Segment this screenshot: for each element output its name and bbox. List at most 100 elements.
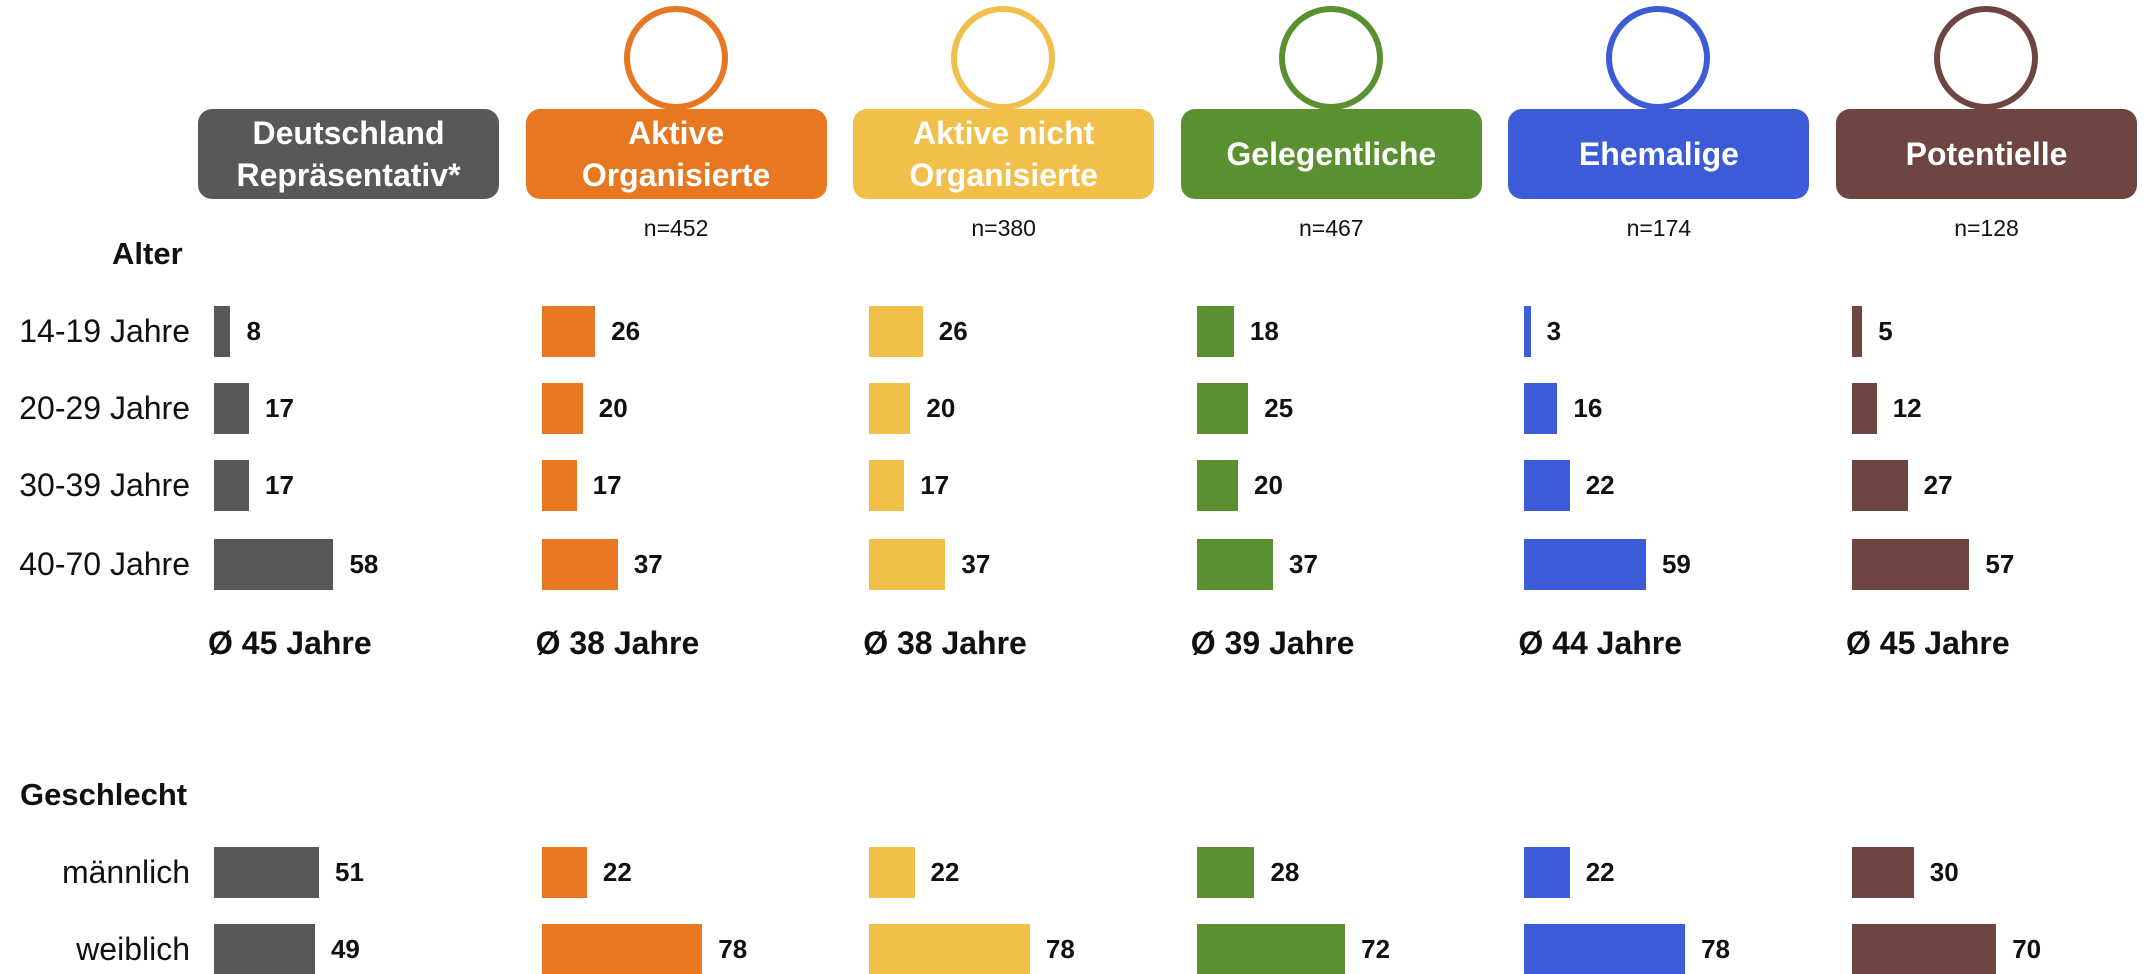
value-label: 22 (602, 857, 632, 887)
bar (869, 846, 915, 898)
sample-size: n=380 (971, 215, 1036, 241)
value-label: 37 (1289, 549, 1318, 579)
bar (214, 305, 231, 357)
value-label: 20 (1254, 470, 1283, 500)
value-label: 17 (265, 470, 294, 500)
bar (1524, 305, 1531, 357)
value-label: 18 (1249, 316, 1279, 346)
value-label: 22 (930, 857, 960, 887)
bar (1196, 538, 1274, 590)
sample-size: n=452 (643, 215, 709, 241)
group-header: Aktive Organisierte (525, 109, 827, 199)
bar (1852, 846, 1914, 898)
value-label: 20 (926, 393, 956, 423)
bar (541, 846, 587, 898)
value-label: 37 (633, 549, 663, 579)
row-label: männlich (61, 854, 190, 890)
bar (1852, 305, 1863, 357)
bar (541, 538, 618, 590)
value-label: 17 (592, 470, 622, 500)
row-label: 40-70 Jahre (19, 546, 190, 582)
bar (869, 459, 905, 511)
bar (1196, 382, 1249, 434)
value-label: 22 (1585, 857, 1615, 887)
value-label: 78 (718, 934, 748, 964)
average-age: Ø 38 Jahre (863, 625, 1027, 661)
value-label: 8 (246, 316, 261, 346)
value-label: 28 (1270, 857, 1300, 887)
value-label: 25 (1264, 393, 1294, 423)
section-title: Geschlecht (20, 777, 188, 812)
bar (214, 382, 250, 434)
value-label: 57 (1985, 549, 2015, 579)
row-label: 14-19 Jahre (19, 313, 190, 349)
row-label: weiblich (76, 931, 190, 967)
group-icon (1934, 6, 2038, 110)
bar (1196, 923, 1346, 974)
section-title: Alter (112, 236, 183, 271)
bar (1196, 846, 1255, 898)
value-label: 27 (1923, 470, 1953, 500)
value-label: 16 (1573, 393, 1603, 423)
bar (1852, 459, 1908, 511)
sample-size: n=467 (1298, 215, 1364, 241)
group-icon (1606, 6, 1711, 110)
value-label: 59 (1661, 549, 1691, 579)
value-label: 72 (1361, 934, 1391, 964)
bar (214, 538, 334, 590)
sample-size: n=174 (1626, 215, 1692, 241)
bar (869, 382, 911, 434)
average-age: Ø 45 Jahre (208, 625, 372, 661)
value-label: 78 (1045, 934, 1075, 964)
bar (1196, 305, 1234, 357)
value-label: 51 (335, 857, 364, 887)
average-age: Ø 45 Jahre (1846, 625, 2010, 661)
value-label: 49 (330, 934, 360, 964)
value-label: 30 (1929, 857, 1959, 887)
bar (541, 305, 596, 357)
value-label: 12 (1892, 393, 1922, 423)
group-icon (623, 6, 728, 110)
bar (214, 846, 320, 898)
value-label: 20 (598, 393, 628, 423)
value-label: 58 (349, 549, 379, 579)
average-age: Ø 38 Jahre (535, 625, 700, 661)
value-label: 3 (1546, 316, 1562, 346)
average-age: Ø 44 Jahre (1518, 625, 1683, 661)
bar (541, 459, 577, 511)
value-label: 17 (920, 470, 950, 500)
group-header: Potentielle (1836, 109, 2137, 199)
bar (1852, 382, 1877, 434)
value-label: 26 (938, 316, 968, 346)
bar (1196, 459, 1238, 511)
bar (1852, 538, 1970, 590)
bar (214, 459, 250, 511)
value-label: 5 (1878, 316, 1893, 346)
value-label: 17 (265, 393, 294, 423)
group-icon (951, 6, 1056, 110)
group-header: Aktive nicht Organisierte (853, 109, 1155, 199)
average-age: Ø 39 Jahre (1190, 625, 1355, 661)
group-header: Ehemalige (1508, 109, 1810, 199)
bar (869, 538, 946, 590)
bar (541, 382, 583, 434)
group-icon (1278, 6, 1383, 110)
row-label: 20-29 Jahre (19, 390, 190, 426)
bar (1524, 459, 1570, 511)
group-header: Deutschland Repräsentativ* (198, 109, 499, 199)
sample-size: n=128 (1954, 215, 2019, 241)
bar (869, 923, 1030, 974)
value-label: 22 (1585, 470, 1615, 500)
bar (1524, 923, 1686, 974)
value-label: 37 (961, 549, 991, 579)
bar (1524, 846, 1570, 898)
bar (541, 923, 703, 974)
value-label: 26 (611, 316, 641, 346)
bar (1524, 382, 1558, 434)
bar (214, 923, 315, 974)
bar (1852, 923, 1997, 974)
value-label: 70 (2012, 934, 2042, 964)
value-label: 78 (1701, 934, 1730, 964)
bar (869, 305, 923, 357)
group-header: Gelegentliche (1180, 109, 1482, 199)
